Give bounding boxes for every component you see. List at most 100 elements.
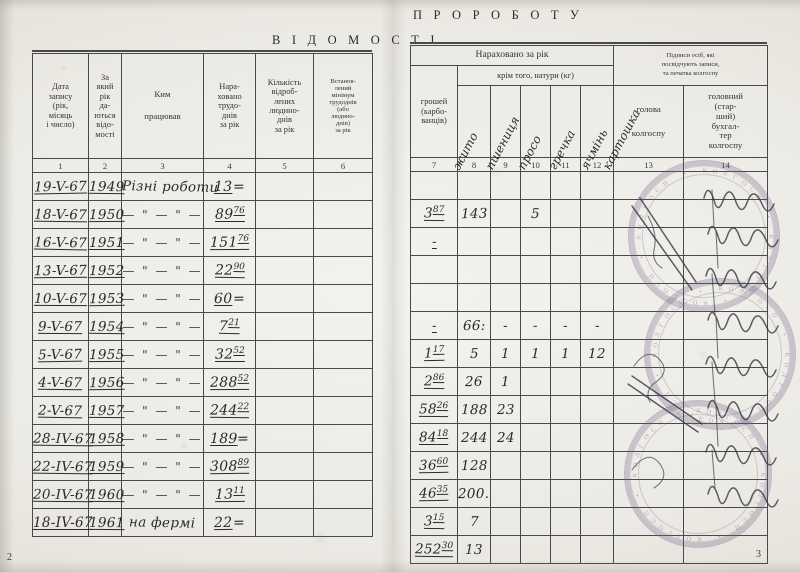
cell-year: 1951 [89, 229, 122, 257]
cell-man-days [256, 229, 314, 257]
cell-crop-yachmin [581, 536, 614, 564]
table-row: -66: - - - - [411, 312, 768, 340]
cell-workdays: 2290 [204, 257, 256, 285]
ditto-mark: — " — " — [122, 208, 202, 222]
cell-money: 315 [411, 508, 458, 536]
cell-crop-proso [521, 256, 551, 284]
ditto-mark: — " — " — [122, 460, 202, 474]
table-row: 286 26 1 [411, 368, 768, 396]
cell-man-days [256, 481, 314, 509]
cell-worked-as: — " — " — [122, 285, 204, 313]
cell-accountant-signature [684, 200, 768, 228]
cell-crop-zhyto [458, 284, 491, 312]
cell-money: 5826 [411, 396, 458, 424]
cell-worked-as: Різні роботи [122, 173, 204, 201]
cell-crop-pshenytsia [491, 256, 521, 284]
cell-chairman-signature [614, 536, 684, 564]
cell-man-days [256, 201, 314, 229]
table-row: 22-IV-67 1959— " — " —30889 [33, 453, 373, 481]
cell-workdays: 60 = [204, 285, 256, 313]
cell-crop-pshenytsia [491, 228, 521, 256]
cell-crop-zhyto: 66: [458, 312, 491, 340]
ditto-mark: — " — " — [122, 320, 202, 334]
col-header-accountant: головний (стар- ший) бухгал- тер колгосп… [684, 86, 768, 158]
cell-minimum [314, 425, 373, 453]
cell-worked-as: — " — " — [122, 453, 204, 481]
cell-minimum [314, 453, 373, 481]
book-gutter-fold [380, 0, 406, 572]
cell-crop-zhyto: 5 [458, 340, 491, 368]
cell-crop-pshenytsia [491, 536, 521, 564]
cell-crop-yachmin [581, 480, 614, 508]
col-number-13: 13 [614, 158, 684, 172]
cell-accountant-signature [684, 340, 768, 368]
table-row: - [411, 228, 768, 256]
table-row: 10-V-67 1953— " — " —60 = [33, 285, 373, 313]
cell-crop-pshenytsia [491, 200, 521, 228]
cell-man-days [256, 313, 314, 341]
cell-chairman-signature [614, 172, 684, 200]
cell-year: 1954 [89, 313, 122, 341]
cell-chairman-signature [614, 480, 684, 508]
cell-crop-yachmin [581, 200, 614, 228]
cell-year: 1950 [89, 201, 122, 229]
cell-crop-pshenytsia: 1 [491, 340, 521, 368]
cell-year: 1952 [89, 257, 122, 285]
cell-accountant-signature [684, 536, 768, 564]
table-row [411, 172, 768, 200]
cell-man-days [256, 341, 314, 369]
cell-workdays: 22 = [204, 509, 256, 537]
group-header-signatures: Підписи осіб, які посвідчують записи, та… [614, 46, 768, 86]
cell-crop-zhyto: 188 [458, 396, 491, 424]
cell-money: 286 [411, 368, 458, 396]
cell-accountant-signature [684, 256, 768, 284]
cell-workdays: 24422 [204, 397, 256, 425]
cell-worked-as: — " — " — [122, 481, 204, 509]
ditto-mark: — " — " — [122, 264, 202, 278]
table-row: 16-V-67 1951— " — " —15176 [33, 229, 373, 257]
cell-crop-proso: 1 [521, 340, 551, 368]
cell-workdays: 3252 [204, 341, 256, 369]
cell-crop-proso: - [521, 312, 551, 340]
table-row: 18-IV-67 1961 на фермі 22 = [33, 509, 373, 537]
cell-minimum [314, 481, 373, 509]
cell-accountant-signature [684, 172, 768, 200]
cell-crop-yachmin [581, 172, 614, 200]
cell-date: 2-V-67 [33, 397, 89, 425]
page-number-left: 2 [7, 552, 12, 563]
table-row: 5-V-67 1955— " — " —3252 [33, 341, 373, 369]
col-header-year: За який рік да- ються відо- мості [89, 54, 122, 159]
cell-accountant-signature [684, 508, 768, 536]
cell-minimum [314, 201, 373, 229]
cell-date: 22-IV-67 [33, 453, 89, 481]
table-row: 9-V-67 1954— " — " —721 [33, 313, 373, 341]
table-row: 387 143 5 [411, 200, 768, 228]
cell-crop-hrechka [551, 228, 581, 256]
cell-chairman-signature [614, 256, 684, 284]
cell-minimum [314, 341, 373, 369]
cell-crop-hrechka [551, 172, 581, 200]
cell-worked-as: — " — " — [122, 313, 204, 341]
cell-crop-proso: 5 [521, 200, 551, 228]
cell-minimum [314, 257, 373, 285]
cell-crop-hrechka [551, 480, 581, 508]
cell-chairman-signature [614, 452, 684, 480]
cell-minimum [314, 173, 373, 201]
col-number-2: 2 [89, 159, 122, 173]
col-header-money: грошей (карбо- ванців) [411, 66, 458, 158]
cell-workdays: 721 [204, 313, 256, 341]
cell-crop-zhyto [458, 172, 491, 200]
cell-accountant-signature [684, 452, 768, 480]
cell-chairman-signature [614, 228, 684, 256]
ditto-mark: — " — " — [122, 292, 202, 306]
table-row: 8418 244 24 [411, 424, 768, 452]
table-row: 19-V-67 1949 Різні роботи 13 = [33, 173, 373, 201]
cell-date: 19-V-67 [33, 173, 89, 201]
page-edge-shadow-left [0, 0, 14, 572]
cell-year: 1953 [89, 285, 122, 313]
cell-date: 20-IV-67 [33, 481, 89, 509]
ditto-mark: — " — " — [122, 376, 202, 390]
cell-crop-zhyto: 128 [458, 452, 491, 480]
cell-chairman-signature [614, 312, 684, 340]
cell-date: 28-IV-67 [33, 425, 89, 453]
